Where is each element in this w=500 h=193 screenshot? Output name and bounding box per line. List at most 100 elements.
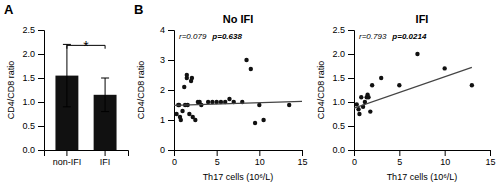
tick-label: 5: [215, 157, 220, 167]
point: [206, 100, 210, 104]
tick-label: 15: [297, 157, 307, 167]
panel: non-IFIIFI0.00.51.01.52.02.5CD4/CD8 rati…: [6, 25, 129, 167]
point: [253, 121, 257, 125]
y-axis: 0.00.51.01.52.02.5: [22, 25, 44, 155]
title: IFI: [416, 13, 429, 25]
significance-label: *: [83, 38, 89, 54]
point: [227, 97, 231, 101]
point: [442, 66, 446, 70]
tick-label: 0.5: [22, 121, 35, 131]
point: [244, 58, 248, 62]
tick: 0: [172, 150, 177, 167]
plot-area: [55, 44, 116, 150]
tick-mark: [348, 78, 354, 79]
y-axis-label: CD4/CD8 ratio: [136, 61, 146, 120]
annotation: r=0.793: [359, 32, 387, 41]
tick-mark: [302, 150, 303, 156]
y-axis-label: CD4/CD8 ratio: [6, 61, 16, 120]
tick-label: 0.0: [332, 145, 345, 155]
tick-label: 1.5: [332, 73, 345, 83]
axis-line: [168, 31, 175, 151]
point: [257, 103, 261, 107]
tick-mark: [66, 150, 67, 156]
tick-label: 0: [172, 157, 177, 167]
x-axis-label: Th17 cells (10⁶/L): [203, 172, 274, 182]
tick-mark: [445, 150, 446, 156]
tick: 5: [215, 150, 220, 167]
tick: 1.0: [332, 97, 354, 107]
tick-label: 10: [255, 157, 265, 167]
plot-area: [354, 52, 474, 116]
tick-label: 5: [397, 157, 402, 167]
tick-mark: [217, 150, 218, 156]
point: [185, 73, 189, 77]
tick: 0.5: [22, 121, 44, 131]
tick-label: 4: [160, 25, 165, 35]
point: [187, 112, 191, 116]
tick-label: 15: [485, 157, 495, 167]
tick: 15: [485, 150, 495, 167]
tick-mark: [490, 150, 491, 156]
tick-mark: [168, 90, 174, 91]
tick-mark: [348, 30, 354, 31]
tick-mark: [399, 150, 400, 156]
point: [261, 118, 265, 122]
x-axis: 0 5 10 15: [172, 150, 308, 167]
tick-label: 10: [440, 157, 450, 167]
tick: non-IFI: [53, 150, 82, 167]
point: [182, 85, 186, 89]
tick: 2.0: [22, 49, 44, 59]
tick: 1.0: [22, 97, 44, 107]
tick-mark: [259, 150, 260, 156]
annotation: p=0.638: [211, 32, 242, 41]
regression-line: [174, 101, 302, 105]
axis-line: [175, 151, 303, 157]
point: [470, 83, 474, 87]
point: [355, 102, 359, 106]
tick: 2: [160, 85, 174, 95]
point: [287, 103, 291, 107]
panel: 051015Th17 cells (10⁶/L)0.00.51.01.52.02…: [316, 13, 496, 182]
tick-label: IFI: [100, 157, 111, 167]
point: [415, 52, 419, 56]
annotation: p=0.0214: [391, 32, 427, 41]
tick-label: 3: [160, 55, 165, 65]
tick-mark: [348, 126, 354, 127]
error-bar: [63, 44, 71, 106]
title: No IFI: [223, 13, 254, 25]
error-bar: [101, 78, 109, 112]
tick: 10: [440, 150, 450, 167]
point: [180, 109, 184, 113]
tick: 15: [297, 150, 307, 167]
tick-label: 2: [160, 85, 165, 95]
tick-mark: [38, 150, 44, 151]
panel-label: A: [4, 2, 14, 17]
tick: 0: [160, 145, 174, 155]
tick: 4: [160, 25, 174, 35]
tick-mark: [168, 120, 174, 121]
axis-line: [38, 31, 45, 151]
tick-label: 2.0: [22, 49, 35, 59]
tick-label: 1.0: [22, 97, 35, 107]
tick-mark: [168, 60, 174, 61]
panel: 0 5 10 15 Th17 cells (10⁶/L) 0 1 2 3 4 CD4/CD8 rat…: [136, 13, 308, 182]
point: [379, 76, 383, 80]
axis-line: [45, 151, 129, 157]
point: [193, 118, 197, 122]
tick-label: 0: [352, 157, 357, 167]
point: [249, 67, 253, 71]
tick: 0.0: [22, 145, 44, 155]
tick-mark: [38, 102, 44, 103]
tick: IFI: [100, 150, 111, 167]
tick-mark: [348, 54, 354, 55]
tick: 0: [352, 150, 357, 167]
point: [357, 112, 361, 116]
y-axis-label: CD4/CD8 ratio: [316, 61, 326, 120]
tick-label: 1: [160, 115, 165, 125]
tick: 10: [255, 150, 265, 167]
tick: 5: [397, 150, 402, 167]
point: [397, 83, 401, 87]
tick-mark: [168, 30, 174, 31]
tick-mark: [105, 150, 106, 156]
tick-label: 2.0: [332, 49, 345, 59]
